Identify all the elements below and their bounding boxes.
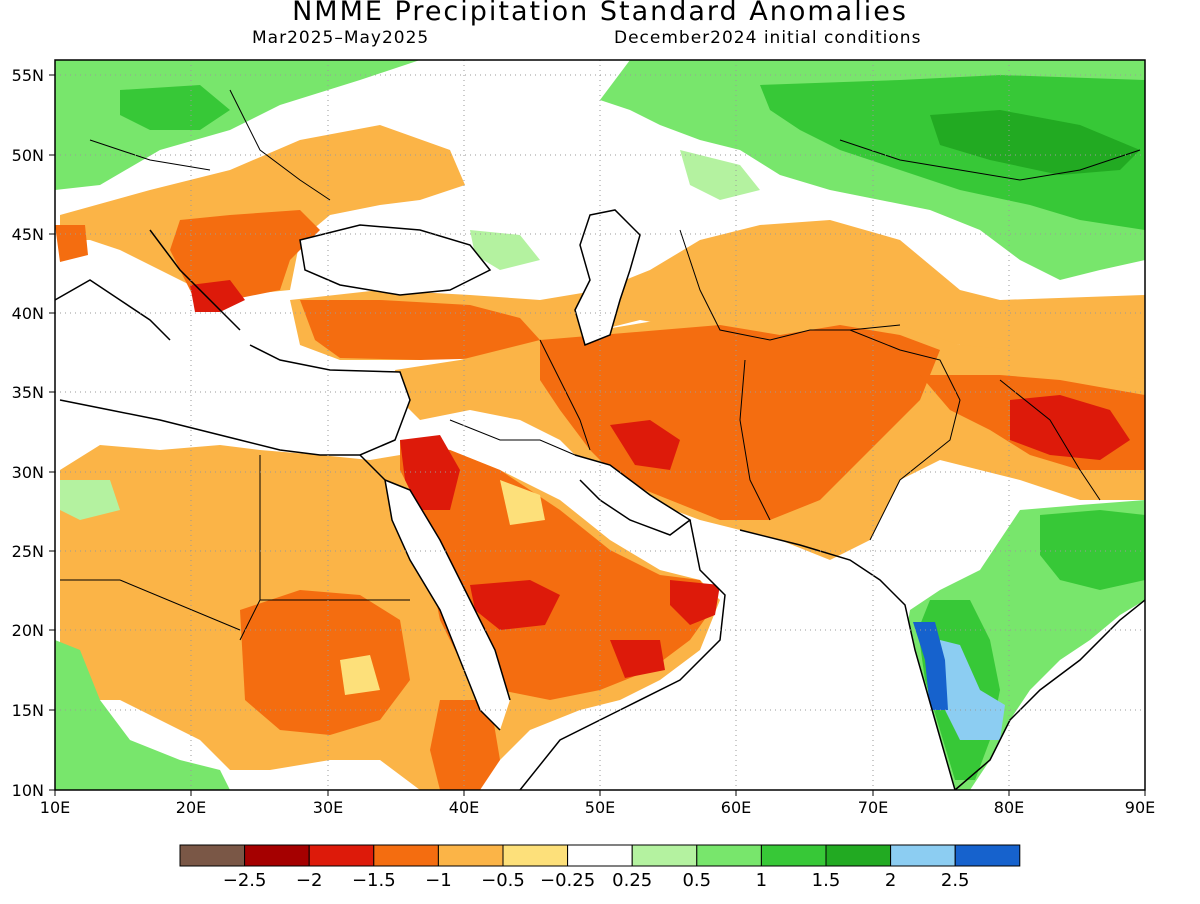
country-borders [60,89,1141,641]
anomaly-region-strong-dry [610,640,665,678]
colorbar-swatch [502,844,569,867]
anomaly-region-very-wet [930,110,1140,175]
anomaly-region-strong-dry [610,420,680,470]
anomaly-region-light-wet [60,480,120,520]
lon-label: 60E [721,798,751,817]
colorbar-label: −1 [425,870,452,891]
anomaly-region-moderate-dry [430,700,500,790]
lat-label: 35N [12,383,44,402]
colorbar-swatch [179,844,246,867]
lon-label: 80E [994,798,1024,817]
lat-label: 25N [12,542,44,561]
colorbar-label: −0.5 [481,870,525,891]
colorbar-label: −0.25 [540,870,595,891]
caspian-sea [575,210,640,345]
map-title: NMME Precipitation Standard Anomalies [292,0,908,27]
colorbar-swatch [631,844,698,867]
lat-labels: 10N 15N 20N 25N 30N 35N 40N 45N 50N 55N [12,66,44,800]
colorbar-label: 2.5 [941,870,970,891]
colorbar [179,844,1021,867]
colorbar-swatch [696,844,762,867]
lon-labels: 10E 20E 30E 40E 50E 60E 70E 80E 90E [40,798,1155,817]
persian-gulf [575,455,690,535]
anomaly-region-extreme-wet [913,622,948,710]
colorbar-label: 0.5 [682,870,711,891]
colorbar-swatch [373,844,439,867]
colorbar-label: −1.5 [352,870,396,891]
anomaly-region-slight-dry [500,480,545,525]
anomaly-region-light-wet [680,150,760,200]
colorbar-swatch [244,844,310,867]
anomaly-region-light-wet [470,230,540,270]
lat-label: 45N [12,225,44,244]
anomaly-region-wet [55,640,230,790]
anomaly-region-moderate-dry [55,225,88,262]
colorbar-swatch [954,844,1021,867]
lon-label: 20E [176,798,206,817]
lon-label: 90E [1125,798,1155,817]
colorbar-swatch [437,844,504,867]
black-sea [300,225,490,295]
anomaly-region-strong-wet [760,75,1145,230]
anomaly-region-strong-dry [470,580,560,630]
arabian-sea [520,540,955,790]
initial-conditions: December2024 initial conditions [614,28,922,48]
lat-label: 15N [12,701,44,720]
colorbar-label: 0.25 [612,870,652,891]
lat-ticks [49,74,55,791]
coastlines [55,209,1145,790]
colorbar-swatch [760,844,827,867]
colorbar-swatch [567,844,633,867]
bay-of-bengal [990,605,1145,790]
lon-ticks [54,790,1146,796]
anomaly-region-strong-dry [1010,395,1130,460]
colorbar-swatch [890,844,956,867]
anomaly-region-dry [60,125,465,295]
anomaly-region-moderate-dry [240,590,410,735]
lat-label: 55N [12,66,44,85]
anomaly-region-strong-wet [120,85,230,130]
anomaly-region-extreme-wet-light [938,640,1005,740]
colorbar-swatch [825,844,892,867]
anomaly-region-strong-wet [1040,510,1145,590]
lat-label: 40N [12,304,44,323]
red-sea [385,480,510,730]
lat-label: 30N [12,463,44,482]
colorbar-label: −2.5 [223,870,267,891]
anomaly-region-strong-dry [190,280,245,312]
lat-label: 10N [12,781,44,800]
lat-label: 20N [12,621,44,640]
colorbar-label: 1 [756,870,767,891]
lon-label: 50E [585,798,615,817]
graticule [55,60,1145,790]
anomaly-region-moderate-dry [300,300,540,360]
colorbar-labels: −2.5 −2 −1.5 −1 −0.5 −0.25 0.25 0.5 1 1.… [223,870,970,891]
lon-label: 30E [313,798,343,817]
anomaly-region-strong-dry [670,580,720,625]
lat-label: 50N [12,146,44,165]
colorbar-label: −2 [296,870,323,891]
colorbar-label: 1.5 [812,870,841,891]
lon-label: 70E [858,798,888,817]
colorbar-label: 2 [885,870,896,891]
lon-label: 10E [40,798,70,817]
forecast-period: Mar2025–May2025 [252,28,430,48]
anomaly-region-slight-dry [340,655,380,695]
lon-label: 40E [449,798,479,817]
colorbar-swatch [308,844,375,867]
